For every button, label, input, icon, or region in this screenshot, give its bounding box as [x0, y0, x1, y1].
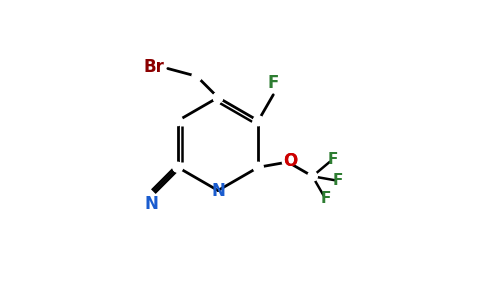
Text: N: N — [145, 195, 159, 213]
Circle shape — [254, 162, 263, 172]
Circle shape — [213, 93, 223, 102]
Circle shape — [173, 162, 182, 172]
Circle shape — [283, 157, 293, 167]
Text: F: F — [327, 152, 338, 167]
Circle shape — [254, 116, 263, 125]
Circle shape — [213, 93, 223, 102]
Text: F: F — [268, 74, 279, 92]
Circle shape — [308, 172, 318, 181]
Circle shape — [173, 162, 182, 172]
Text: O: O — [283, 152, 297, 169]
Text: F: F — [333, 173, 343, 188]
Text: N: N — [211, 182, 225, 200]
Circle shape — [254, 116, 263, 125]
Circle shape — [173, 116, 182, 125]
Circle shape — [192, 71, 202, 81]
Text: Br: Br — [143, 58, 164, 76]
Circle shape — [254, 162, 263, 172]
Text: O: O — [283, 152, 297, 169]
Text: F: F — [320, 191, 331, 206]
